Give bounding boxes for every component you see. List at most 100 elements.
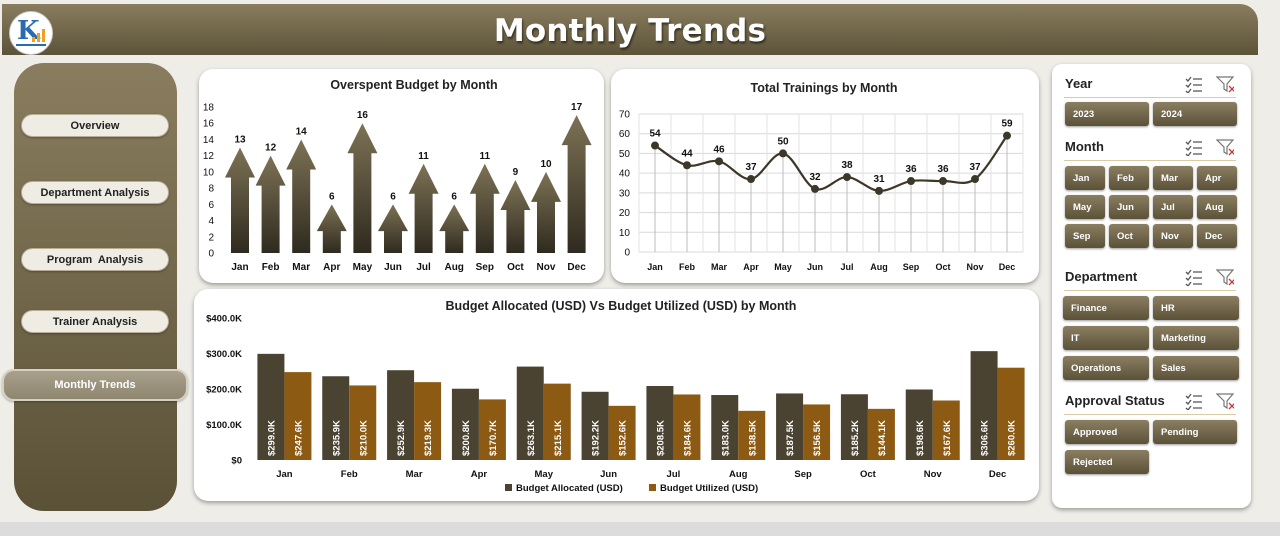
bar-value-label: $235.9K bbox=[331, 420, 342, 456]
bar bbox=[840, 394, 868, 460]
bar-value-label: $263.1K bbox=[526, 420, 537, 456]
nav-monthly-trends-button[interactable]: Monthly Trends bbox=[2, 369, 188, 401]
data-label: 36 bbox=[937, 164, 949, 175]
clear-filter-icon[interactable] bbox=[1216, 138, 1234, 156]
month-option-may[interactable]: May bbox=[1065, 195, 1105, 219]
bar-value-label: $210.0K bbox=[358, 420, 369, 456]
month-slicer-title: Month bbox=[1065, 139, 1104, 154]
month-option-sep[interactable]: Sep bbox=[1065, 224, 1105, 248]
y-tick-label: 8 bbox=[208, 184, 214, 195]
y-tick-label: $400.0K bbox=[206, 314, 242, 325]
data-point bbox=[875, 186, 883, 195]
x-tick-label: Nov bbox=[924, 469, 943, 480]
data-label: 37 bbox=[969, 162, 981, 173]
month-option-nov[interactable]: Nov bbox=[1153, 224, 1193, 248]
year-option-2023[interactable]: 2023 bbox=[1065, 102, 1149, 126]
data-label: 12 bbox=[265, 143, 277, 154]
bar-arrow bbox=[286, 139, 317, 253]
bar bbox=[970, 351, 998, 460]
y-tick-label: 16 bbox=[203, 119, 215, 130]
approval-option-pending[interactable]: Pending bbox=[1153, 420, 1237, 444]
bar bbox=[451, 388, 479, 460]
bar bbox=[516, 366, 544, 460]
month-option-jun[interactable]: Jun bbox=[1109, 195, 1149, 219]
month-option-aug[interactable]: Aug bbox=[1197, 195, 1237, 219]
chart-title: Overspent Budget by Month bbox=[330, 78, 497, 92]
y-tick-label: 4 bbox=[208, 216, 214, 227]
approval-option-approved[interactable]: Approved bbox=[1065, 420, 1149, 444]
department-option-marketing[interactable]: Marketing bbox=[1153, 326, 1239, 350]
bar-value-label: $299.0K bbox=[266, 420, 277, 456]
x-tick-label: Oct bbox=[507, 262, 524, 273]
month-option-jan[interactable]: Jan bbox=[1065, 166, 1105, 190]
multi-select-icon[interactable] bbox=[1185, 75, 1203, 93]
nav-overview-button[interactable]: Overview bbox=[21, 114, 169, 137]
data-label: 11 bbox=[418, 151, 429, 162]
bar-value-label: $198.6K bbox=[915, 420, 926, 456]
bar-value-label: $183.0K bbox=[720, 420, 731, 456]
bar-value-label: $152.6K bbox=[618, 420, 629, 456]
x-tick-label: Aug bbox=[444, 262, 463, 273]
department-option-sales[interactable]: Sales bbox=[1153, 356, 1239, 380]
data-point bbox=[779, 149, 787, 158]
filter-panel: Year 2023 2024 Month Jan Feb Mar Apr May Jun Jul Au… bbox=[1052, 64, 1251, 508]
bar-value-label: $170.7K bbox=[488, 420, 499, 456]
x-tick-label: Nov bbox=[966, 262, 983, 272]
bar-arrow bbox=[225, 147, 255, 253]
trainings-chart-card: Total Trainings by Month 0 10 20 30 40 50 60 70 5… bbox=[611, 69, 1039, 283]
data-point bbox=[715, 157, 723, 166]
y-tick-label: 20 bbox=[619, 208, 631, 219]
multi-select-icon[interactable] bbox=[1185, 138, 1203, 156]
multi-select-icon[interactable] bbox=[1185, 268, 1203, 286]
month-option-feb[interactable]: Feb bbox=[1109, 166, 1149, 190]
legend-swatch bbox=[505, 484, 512, 491]
nav-department-analysis-button[interactable]: Department Analysis bbox=[21, 181, 169, 204]
bar-value-label: $200.8K bbox=[461, 420, 472, 456]
bar-arrow bbox=[531, 171, 561, 253]
overspent-chart-card: Overspent Budget by Month 0 2 4 6 8 10 12 14 16 18… bbox=[199, 69, 604, 283]
data-label: 36 bbox=[905, 164, 917, 175]
department-option-finance[interactable]: Finance bbox=[1063, 296, 1149, 320]
clear-filter-icon[interactable] bbox=[1216, 268, 1234, 286]
multi-select-icon[interactable] bbox=[1185, 392, 1203, 410]
legend-label: Budget Allocated (USD) bbox=[516, 483, 623, 494]
department-slicer-header: Department bbox=[1064, 263, 1236, 291]
month-option-jul[interactable]: Jul bbox=[1153, 195, 1193, 219]
y-tick-label: 2 bbox=[208, 232, 214, 243]
department-option-hr[interactable]: HR bbox=[1153, 296, 1239, 320]
x-tick-label: Sep bbox=[794, 469, 812, 480]
nav-program-analysis-button[interactable]: Program Analysis bbox=[21, 248, 169, 271]
bar-value-label: $247.6K bbox=[293, 420, 304, 456]
month-option-dec[interactable]: Dec bbox=[1197, 224, 1237, 248]
bar-arrow bbox=[408, 163, 439, 253]
data-label: 10 bbox=[540, 159, 552, 170]
x-tick-label: Nov bbox=[537, 262, 556, 273]
bar bbox=[776, 393, 804, 460]
data-point bbox=[843, 173, 851, 182]
month-option-apr[interactable]: Apr bbox=[1197, 166, 1237, 190]
clear-filter-icon[interactable] bbox=[1216, 75, 1234, 93]
chart-title: Total Trainings by Month bbox=[751, 81, 898, 95]
bar-arrow bbox=[255, 155, 286, 253]
bar bbox=[349, 385, 377, 460]
data-point bbox=[811, 184, 819, 193]
y-tick-label: 6 bbox=[208, 200, 214, 211]
nav-trainer-analysis-button[interactable]: Trainer Analysis bbox=[21, 310, 169, 333]
data-label: 9 bbox=[513, 167, 519, 178]
y-tick-label: $200.0K bbox=[206, 385, 242, 396]
x-tick-label: Jan bbox=[647, 262, 663, 272]
month-option-oct[interactable]: Oct bbox=[1109, 224, 1149, 248]
year-option-2024[interactable]: 2024 bbox=[1153, 102, 1237, 126]
bar-value-label: $156.5K bbox=[812, 420, 823, 456]
legend-swatch bbox=[649, 484, 656, 491]
department-option-operations[interactable]: Operations bbox=[1063, 356, 1149, 380]
y-tick-label: $0 bbox=[231, 456, 242, 467]
bar bbox=[387, 370, 415, 460]
data-label: 6 bbox=[329, 191, 335, 202]
bar bbox=[414, 382, 442, 460]
clear-filter-icon[interactable] bbox=[1216, 392, 1234, 410]
approval-option-rejected[interactable]: Rejected bbox=[1065, 450, 1149, 474]
bar bbox=[543, 383, 571, 460]
month-option-mar[interactable]: Mar bbox=[1153, 166, 1193, 190]
department-option-it[interactable]: IT bbox=[1063, 326, 1149, 350]
